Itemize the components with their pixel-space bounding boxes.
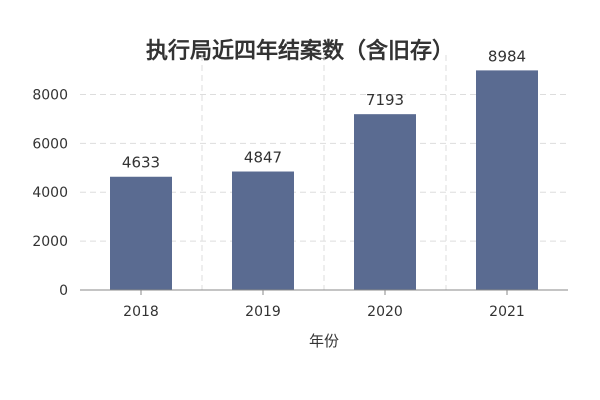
bar: [354, 114, 416, 290]
y-tick-label: 6000: [32, 136, 68, 152]
bar-layer: [110, 70, 538, 290]
y-tick-label: 8000: [32, 87, 68, 103]
bar-value-label: 7193: [366, 91, 404, 109]
y-tick-label: 2000: [32, 234, 68, 250]
x-tick-label: 2020: [367, 304, 403, 320]
chart-title: 执行局近四年结案数（含旧存）: [146, 38, 454, 64]
bar-value-label: 4847: [244, 149, 282, 167]
y-tick-layer: 0 2000 4000 6000 8000: [32, 87, 68, 299]
bar-value-label: 8984: [488, 47, 526, 65]
x-tick-label: 2019: [245, 304, 281, 320]
bar: [232, 171, 294, 290]
data-label-layer: 4633 4847 7193 8984: [122, 47, 526, 171]
y-tick-label: 4000: [32, 185, 68, 201]
bar: [110, 176, 172, 290]
bar-value-label: 4633: [122, 154, 160, 172]
bar: [476, 70, 538, 290]
x-tick-label: 2021: [489, 304, 525, 320]
x-tick-layer: 2018 2019 2020 2021: [123, 290, 525, 320]
x-tick-label: 2018: [123, 304, 159, 320]
x-axis-title: 年份: [309, 332, 339, 350]
y-tick-label: 0: [59, 283, 68, 299]
